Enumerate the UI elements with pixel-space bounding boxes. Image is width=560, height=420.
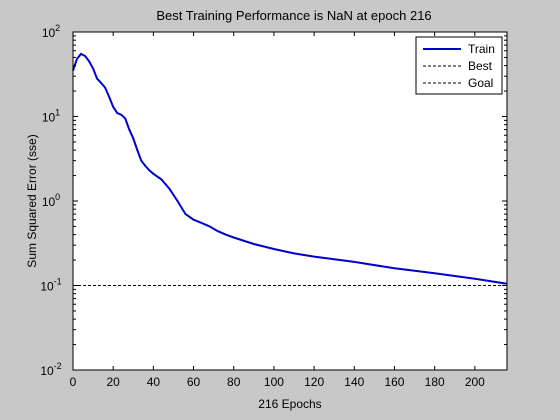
x-axis-ticks: 0 20 40 60 80 100 120 140 160 180 200 <box>70 32 485 389</box>
legend: Train Best Goal <box>415 36 503 95</box>
y-tick-label: 100 <box>42 192 60 209</box>
x-tick-label: 20 <box>107 375 121 389</box>
chart-title: Best Training Performance is NaN at epoc… <box>156 8 431 23</box>
x-tick-label: 80 <box>227 375 241 389</box>
x-axis-label: 216 Epochs <box>258 397 321 411</box>
x-tick-label: 100 <box>264 375 284 389</box>
x-tick-label: 40 <box>147 375 161 389</box>
y-tick-label: 10-2 <box>40 361 61 378</box>
x-tick-label: 120 <box>304 375 324 389</box>
x-tick-label: 60 <box>187 375 201 389</box>
x-tick-label: 160 <box>384 375 404 389</box>
y-tick-label: 101 <box>42 108 60 125</box>
y-tick-label: 10-1 <box>40 277 61 294</box>
legend-label-train: Train <box>468 42 495 56</box>
y-axis-label: Sum Squared Error (sse) <box>25 134 39 267</box>
legend-label-best: Best <box>468 59 493 73</box>
series-layer <box>72 52 508 286</box>
y-axis-ticks: 10-2 10-1 100 101 102 <box>40 23 507 378</box>
x-tick-label: 0 <box>70 375 77 389</box>
x-tick-label: 140 <box>344 375 364 389</box>
series-line-train <box>72 52 508 285</box>
legend-label-goal: Goal <box>468 76 493 90</box>
x-tick-label: 200 <box>465 375 485 389</box>
x-tick-label: 180 <box>425 375 445 389</box>
y-tick-label: 102 <box>42 23 60 40</box>
